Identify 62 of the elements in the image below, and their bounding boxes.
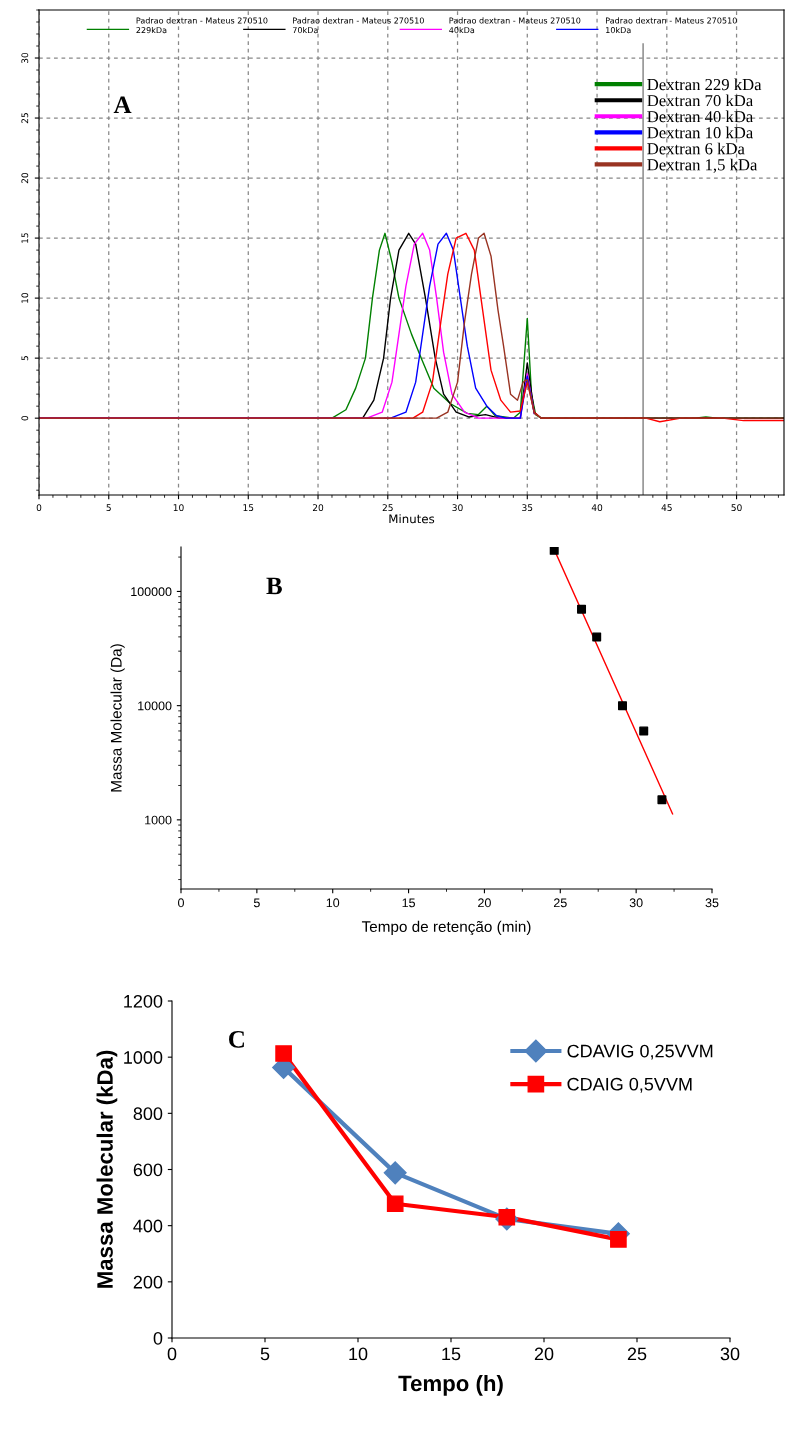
y-tick-label: 1000: [145, 815, 172, 825]
legend-label: Dextran 40 kDa: [647, 110, 753, 123]
x-tick-label: 5: [260, 1347, 270, 1361]
x-tick-label: 35: [705, 898, 719, 908]
annotation: Padrao dextran - Mateus 270510 229kDa: [136, 17, 268, 34]
legend-label: Dextran 229 kDa: [647, 78, 762, 91]
y-tick-label: 30: [21, 52, 29, 64]
y-tick-label: 1200: [124, 994, 163, 1008]
x-tick-label: 5: [253, 898, 260, 908]
x-tick-label: 15: [243, 504, 254, 512]
y-tick-label: 15: [21, 233, 29, 243]
y-tick-label: 5: [21, 356, 29, 361]
x-tick-label: 35: [522, 504, 533, 512]
y-tick-label: 0: [21, 415, 29, 421]
y-tick-label: 10000: [138, 701, 172, 711]
x-axis-title: Tempo de retenção (min): [361, 920, 531, 936]
legend-label: Dextran 1,5 kDa: [647, 158, 758, 173]
y-tick-label: 800: [133, 1107, 163, 1121]
x-tick-label: 5: [106, 504, 111, 512]
legend-label: Dextran 10 kDa: [647, 126, 753, 139]
legend-label: CDAIG 0,5VVM: [567, 1077, 692, 1093]
legend-label: Dextran 6 kDa: [647, 142, 745, 155]
x-tick-label: 25: [627, 1347, 647, 1361]
x-tick-label: 15: [402, 898, 415, 908]
x-tick-label: 30: [720, 1347, 740, 1361]
x-tick-label: 20: [534, 1347, 554, 1361]
y-tick-label: 0: [153, 1331, 163, 1345]
y-tick-label: 400: [133, 1219, 163, 1233]
x-tick-label: 30: [452, 504, 463, 512]
annotation: Padrao dextran - Mateus 270510 40kDa: [449, 17, 581, 34]
x-tick-label: 25: [553, 898, 567, 908]
x-tick-label: 10: [173, 504, 184, 512]
annotation: Padrao dextran - Mateus 270510 10kDa: [605, 17, 737, 34]
y-tick-label: 20: [21, 172, 29, 184]
y-tick-label: 200: [133, 1275, 163, 1289]
x-tick-label: 15: [442, 1347, 461, 1361]
x-tick-label: 30: [629, 898, 643, 908]
x-axis-title: Minutes: [389, 514, 435, 524]
y-tick-label: 25: [21, 113, 29, 124]
y-tick-label: 10: [21, 292, 29, 303]
legend-label: CDAVIG 0,25VVM: [567, 1044, 713, 1060]
y-tick-label: 100000: [131, 587, 172, 597]
x-tick-label: 0: [36, 504, 42, 512]
x-tick-label: 0: [178, 898, 184, 908]
x-tick-label: 45: [661, 504, 672, 512]
annotation: A: [113, 96, 132, 114]
legend-label: Dextran 70 kDa: [647, 94, 753, 107]
x-tick-label: 10: [326, 898, 340, 908]
x-axis-title: Tempo (h): [398, 1374, 503, 1396]
x-tick-label: 40: [591, 504, 603, 512]
x-tick-label: 10: [349, 1347, 368, 1361]
annotation: B: [266, 577, 282, 595]
annotation: Padrao dextran - Mateus 270510 70kDa: [292, 17, 424, 34]
x-tick-label: 25: [382, 504, 393, 512]
y-tick-label: 600: [133, 1163, 163, 1177]
x-tick-label: 20: [312, 504, 324, 512]
x-tick-label: 50: [731, 504, 742, 512]
y-tick-label: 1000: [124, 1051, 163, 1064]
y-axis-title: Massa Molecular (kDa): [96, 1050, 118, 1288]
y-axis-title: Massa Molecular (Da): [110, 644, 125, 792]
x-tick-label: 20: [478, 898, 491, 908]
annotation: C: [229, 1030, 244, 1048]
